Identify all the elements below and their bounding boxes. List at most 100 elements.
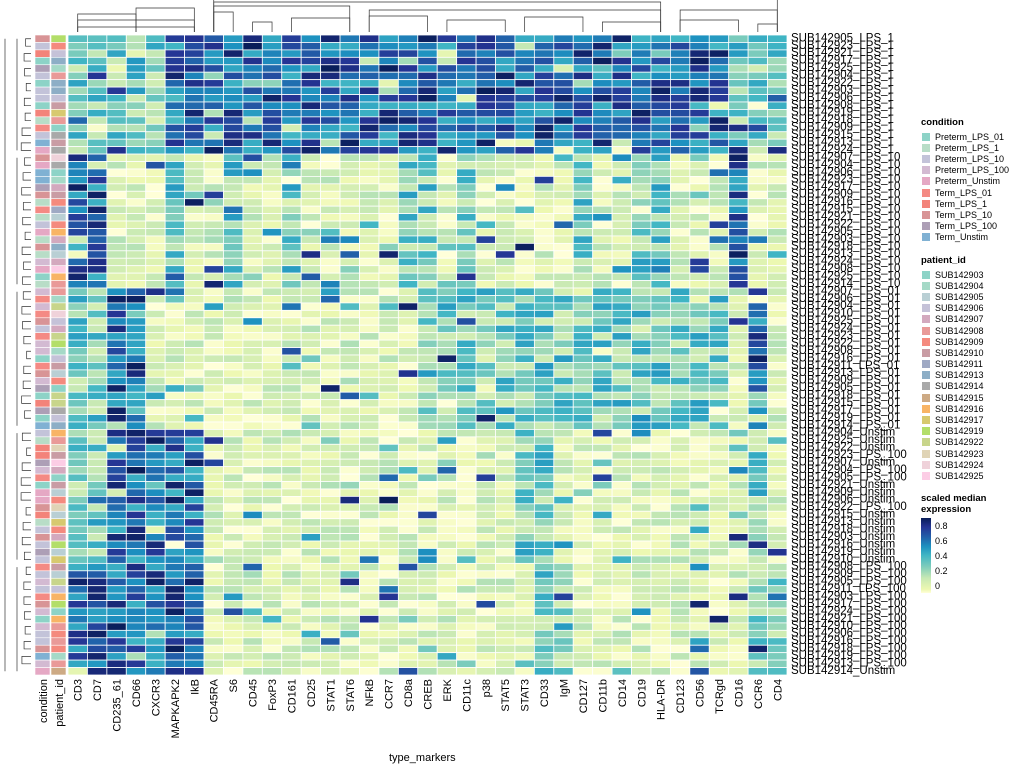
heatmap-cell (359, 548, 380, 557)
heatmap-cell (436, 525, 458, 535)
heatmap-cell (650, 399, 671, 408)
heatmap-cell (87, 384, 108, 393)
heatmap-cell (281, 555, 302, 564)
heatmap-cell (339, 198, 360, 207)
heatmap-cell (125, 399, 147, 408)
heatmap-cell (223, 391, 244, 401)
heatmap-cell (514, 458, 535, 468)
heatmap-cell (145, 183, 166, 192)
heatmap-cell (533, 533, 555, 542)
heatmap-cell (184, 429, 205, 438)
heatmap-cell (184, 49, 205, 58)
patient-annotation-cell (50, 302, 67, 311)
heatmap-cell (689, 376, 710, 386)
heatmap-cell (553, 79, 574, 88)
heatmap-cell (728, 339, 749, 348)
heatmap-cell (378, 94, 399, 103)
heatmap-cell (320, 577, 341, 587)
heatmap-cell (417, 555, 438, 564)
heatmap-cell (456, 391, 477, 401)
heatmap-cell (67, 257, 88, 267)
dendrogram-branch (20, 142, 31, 151)
heatmap-cell (145, 466, 166, 475)
column-label: CD16 (733, 679, 745, 707)
heatmap-cell (495, 280, 516, 289)
heatmap-cell (184, 295, 205, 304)
heatmap-cell (261, 317, 283, 326)
heatmap-cell (495, 153, 516, 162)
heatmap-cell (456, 481, 477, 490)
heatmap-cell (650, 272, 671, 281)
heatmap-cell (708, 138, 730, 148)
heatmap-cell (436, 533, 458, 542)
patient-legend-item: SUB142917 (921, 414, 984, 426)
heatmap-cell (359, 518, 380, 527)
heatmap-cell (572, 548, 594, 557)
heatmap-cell (223, 272, 244, 281)
heatmap-cell (747, 406, 768, 415)
condition-annotation-cell (34, 607, 51, 616)
heatmap-cell (611, 362, 632, 371)
heatmap-cell (533, 562, 555, 572)
heatmap-cell (514, 384, 535, 393)
heatmap-cell (145, 265, 166, 274)
patient-annotation-cell (50, 79, 67, 88)
heatmap-cell (300, 175, 322, 185)
heatmap-cell (456, 79, 477, 88)
heatmap-cell (728, 622, 749, 631)
heatmap-cell (767, 86, 788, 95)
heatmap-cell (767, 458, 788, 468)
heatmap-cell (106, 451, 127, 460)
heatmap-cell (164, 570, 185, 579)
heatmap-cell (572, 242, 594, 252)
patient-annotation-cell (50, 362, 67, 371)
heatmap-cell (300, 414, 322, 423)
patient-annotation-cell (50, 339, 67, 348)
heatmap-cell (708, 607, 730, 616)
heatmap-cell (281, 213, 302, 222)
heatmap-cell (106, 644, 127, 654)
heatmap-cell (631, 56, 652, 66)
heatmap-cell (87, 131, 108, 140)
heatmap-cell (553, 205, 574, 215)
heatmap-cell (747, 458, 768, 468)
heatmap-cell (417, 540, 438, 549)
heatmap-cell (397, 101, 419, 110)
patient-annotation-cell (50, 49, 67, 58)
heatmap-cell (572, 503, 594, 512)
column-label: CCR6 (753, 679, 765, 709)
heatmap-cell (553, 421, 574, 430)
heatmap-cell (436, 175, 458, 185)
heatmap-cell (572, 190, 594, 200)
column-label: CD11b (597, 679, 609, 712)
heatmap-cell (533, 295, 555, 304)
heatmap-cell (747, 116, 768, 125)
heatmap-cell (87, 123, 108, 133)
heatmap-cell (203, 94, 224, 103)
heatmap-cell (650, 510, 671, 520)
heatmap-cell (397, 198, 419, 207)
heatmap-cell (261, 362, 283, 371)
heatmap-cell (339, 213, 360, 222)
heatmap-cell (631, 548, 652, 557)
heatmap-cell (359, 49, 380, 58)
heatmap-cell (378, 592, 399, 601)
heatmap-cell (514, 332, 535, 341)
heatmap-cell (242, 629, 263, 639)
heatmap-cell (592, 503, 613, 512)
heatmap-cell (397, 622, 419, 631)
heatmap-cell (689, 339, 710, 348)
heatmap-cell (203, 123, 224, 133)
heatmap-cell (106, 577, 127, 587)
heatmap-cell (184, 659, 205, 668)
heatmap-cell (320, 518, 341, 527)
heatmap-cell (359, 332, 380, 341)
heatmap-cell (553, 71, 574, 81)
heatmap-cell (670, 49, 691, 58)
condition-swatch (921, 232, 931, 243)
heatmap-cell (728, 272, 749, 281)
heatmap-cell (203, 414, 224, 423)
column-label: S6 (228, 679, 240, 692)
heatmap-cell (670, 458, 691, 468)
heatmap-cell (164, 86, 185, 95)
